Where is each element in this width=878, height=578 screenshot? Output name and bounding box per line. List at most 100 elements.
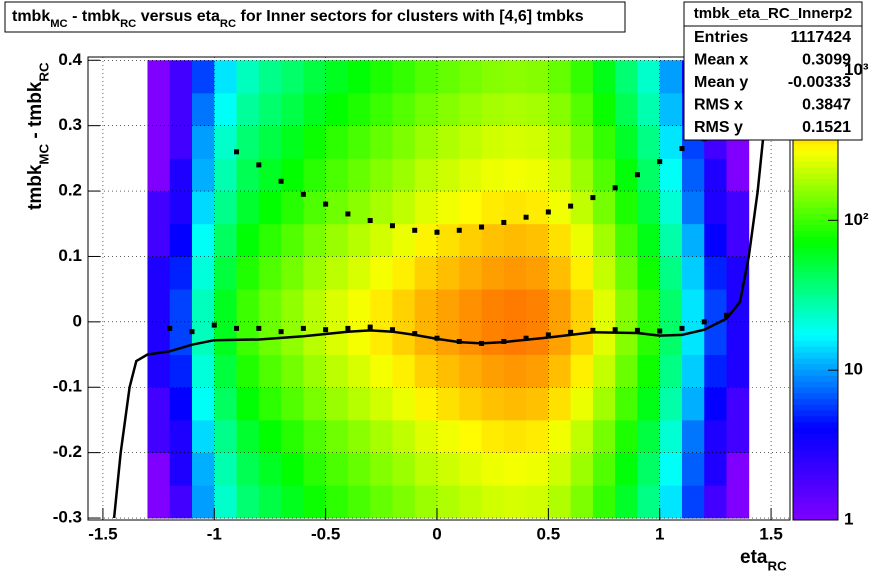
x-tick-label: 1.5: [759, 524, 783, 543]
heat-cell: [704, 485, 727, 519]
profile-point: [323, 327, 329, 333]
heat-cell: [147, 223, 171, 257]
colorbar-band: [793, 224, 838, 232]
heat-cell: [659, 158, 683, 192]
heat-cell: [214, 452, 237, 486]
heat-cell: [459, 60, 482, 94]
profile-point: [345, 325, 351, 331]
heat-cell: [436, 289, 460, 323]
heat-cell: [481, 92, 505, 127]
colorbar-band: [793, 386, 838, 394]
colorbar-band: [793, 438, 838, 446]
heat-cell: [459, 321, 482, 355]
heat-cell: [147, 158, 171, 192]
heat-cell: [726, 452, 750, 486]
colorbar-band: [793, 433, 838, 440]
profile-point: [568, 203, 574, 209]
heat-cell: [414, 125, 438, 159]
heat-cell: [147, 387, 171, 421]
heat-cell: [526, 452, 549, 486]
heat-cell: [392, 125, 416, 159]
heat-cell: [281, 125, 304, 159]
heat-cell: [548, 125, 572, 159]
heat-cell: [192, 485, 215, 519]
colorbar-band: [793, 444, 838, 452]
heat-cell: [258, 289, 282, 323]
profile-point: [367, 217, 373, 223]
y-tick-label: -0.2: [53, 442, 82, 461]
heat-cell: [659, 92, 683, 127]
heat-cell: [347, 321, 371, 355]
heat-cell: [192, 354, 215, 388]
heat-cell: [347, 125, 371, 159]
heat-cell: [637, 419, 661, 454]
title-box: [4, 1, 626, 33]
heat-cell: [236, 387, 260, 421]
heat-cell: [459, 191, 482, 225]
x-tick-label: 1: [655, 524, 664, 543]
heat-cell: [681, 321, 705, 355]
profile-point: [256, 325, 262, 331]
heat-cell: [704, 289, 727, 323]
heat-cell: [481, 354, 505, 388]
x-tick-label: 0.5: [537, 524, 561, 543]
heat-cell: [281, 452, 304, 486]
y-tick-label: 0.1: [58, 246, 82, 265]
heat-cell: [414, 158, 438, 192]
heat-cell: [615, 256, 638, 290]
heat-cell: [481, 223, 505, 257]
profile-point: [634, 327, 640, 333]
heat-cell: [481, 256, 505, 290]
heat-cell: [637, 158, 661, 192]
y-axis-label-part: MC: [36, 144, 51, 165]
colorbar-tick-label: 10²: [844, 210, 869, 229]
chart-title-part: versus eta: [136, 8, 220, 25]
heat-cell: [659, 419, 683, 454]
heat-cell: [526, 289, 549, 323]
heat-cell: [258, 452, 282, 486]
heat-cell: [526, 92, 549, 127]
heat-cell: [637, 289, 661, 323]
heat-cell: [615, 158, 638, 192]
colorbar-band: [793, 496, 838, 504]
heat-cell: [526, 191, 549, 225]
colorbar-band: [793, 415, 838, 423]
y-tick-label: -0.3: [53, 508, 82, 527]
colorbar-band: [793, 410, 838, 417]
heat-cell: [281, 321, 304, 355]
heat-cell: [303, 354, 327, 388]
heat-cell: [192, 387, 215, 421]
heat-cell: [592, 256, 616, 290]
heat-cell: [681, 387, 705, 421]
heat-cell: [192, 191, 215, 225]
heat-cell: [347, 354, 371, 388]
heat-cell: [258, 158, 282, 192]
heat-cell: [347, 419, 371, 454]
heat-cell: [503, 289, 527, 323]
heat-cell: [192, 256, 215, 290]
colorbar-band: [793, 421, 838, 428]
chart-title-part: tmbk: [12, 8, 50, 25]
heat-cell: [236, 485, 260, 519]
heat-cell: [370, 387, 393, 421]
heat-cell: [169, 223, 193, 257]
x-axis-label-part: RC: [767, 558, 787, 573]
heat-cell: [147, 452, 171, 486]
heat-cell: [548, 92, 572, 127]
heat-cell: [392, 158, 416, 192]
colorbar-band: [793, 427, 838, 434]
profile-point: [167, 325, 173, 331]
heat-cell: [169, 419, 193, 454]
heat-cell: [258, 92, 282, 127]
heat-cell: [459, 354, 482, 388]
heat-cell: [303, 387, 327, 421]
heat-cell: [681, 452, 705, 486]
heat-cell: [592, 289, 616, 323]
heat-cell: [570, 289, 594, 323]
heat-cell: [548, 223, 572, 257]
colorbar-band: [793, 352, 838, 359]
heat-cell: [281, 354, 304, 388]
profile-point: [300, 325, 306, 331]
profile-point: [612, 185, 618, 191]
heat-cell: [681, 158, 705, 192]
